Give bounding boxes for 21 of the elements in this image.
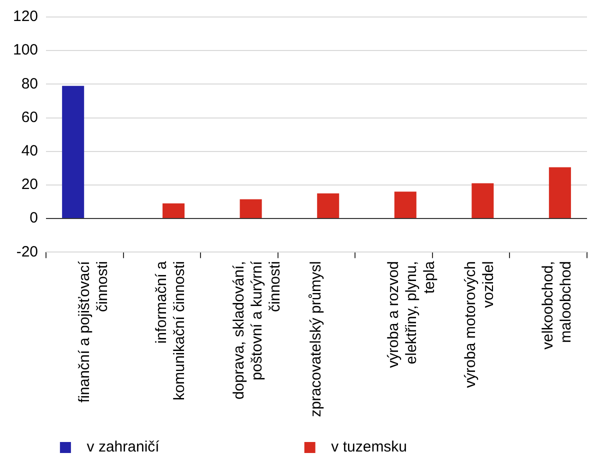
y-tick-label: 60 [21, 108, 38, 126]
bar [394, 192, 416, 218]
bar [548, 167, 571, 218]
bar [317, 193, 340, 218]
x-tick-label: výroba a rozvod elektřiny, plynu, tepla [384, 260, 438, 368]
y-tick-label: 0 [30, 210, 38, 227]
x-tick-label: zpracovatelský průmysl [308, 261, 325, 418]
y-tick-label: 20 [21, 176, 38, 194]
y-tick-label: 40 [21, 142, 38, 160]
bar [62, 86, 84, 218]
x-tick-label: doprava, skladování, poštovní a kurýrní činnosti [230, 260, 284, 400]
y-tick-label: 100 [12, 42, 38, 59]
x-tick-label: finanční a pojišťovací činnosti [76, 260, 111, 403]
bar [240, 199, 262, 218]
legend-label: v zahraničí [78, 438, 284, 456]
y-tick-label: 120 [12, 8, 38, 26]
bar [162, 203, 185, 218]
legend-label: v tuzemsku [322, 438, 532, 456]
y-tick-label: 80 [21, 75, 38, 92]
bar [472, 183, 494, 218]
y-tick-label: -20 [16, 243, 38, 260]
